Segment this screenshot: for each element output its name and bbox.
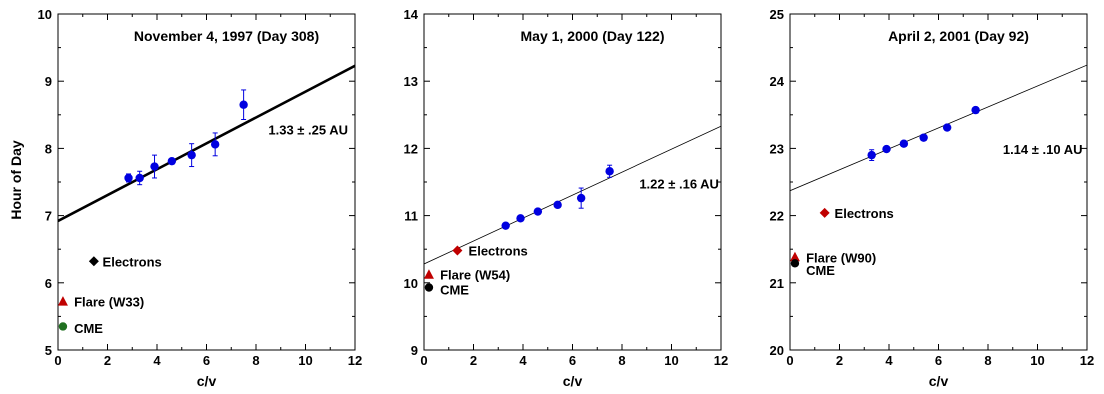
y-tick-label: 9 bbox=[411, 343, 418, 358]
x-tick-label: 8 bbox=[252, 353, 259, 368]
fit-label: 1.22 ± .16 AU bbox=[639, 176, 719, 191]
x-tick-label: 12 bbox=[1080, 353, 1094, 368]
y-tick-label: 10 bbox=[404, 276, 418, 291]
data-point bbox=[971, 105, 980, 115]
data-point bbox=[150, 162, 159, 171]
electrons-marker bbox=[88, 256, 99, 267]
x-tick-label: 4 bbox=[519, 353, 527, 368]
data-point bbox=[187, 150, 196, 160]
x-tick-label: 8 bbox=[984, 353, 991, 368]
x-tick-label: 8 bbox=[618, 353, 625, 368]
marker-label: Flare (W54) bbox=[440, 268, 510, 283]
data-point bbox=[501, 221, 510, 230]
x-tick-label: 6 bbox=[569, 353, 576, 368]
data-point bbox=[167, 156, 177, 166]
x-tick-label: 10 bbox=[664, 353, 678, 368]
data-point bbox=[867, 150, 876, 160]
fit-line bbox=[424, 125, 721, 265]
fit-label: 1.14 ± .10 AU bbox=[1003, 142, 1083, 157]
fit-line bbox=[58, 64, 355, 223]
y-tick-label: 21 bbox=[770, 276, 784, 291]
data-point bbox=[576, 193, 586, 203]
cme-marker bbox=[790, 259, 800, 268]
panel-title: April 2, 2001 (Day 92) bbox=[888, 28, 1029, 44]
flare-marker bbox=[423, 269, 434, 279]
marker-label: Electrons bbox=[469, 244, 528, 259]
fit-line bbox=[790, 64, 1087, 192]
panel-title: November 4, 1997 (Day 308) bbox=[134, 28, 319, 44]
electrons-marker bbox=[819, 207, 830, 218]
y-tick-label: 12 bbox=[404, 141, 418, 156]
y-axis-title: Hour of Day bbox=[8, 140, 24, 220]
data-point bbox=[516, 214, 525, 223]
cme-marker bbox=[424, 283, 434, 292]
y-tick-label: 11 bbox=[404, 209, 418, 224]
x-axis-title: c/v bbox=[563, 373, 583, 389]
x-axis-title: c/v bbox=[197, 373, 217, 389]
x-tick-label: 10 bbox=[1030, 353, 1044, 368]
x-axis-title: c/v bbox=[929, 373, 949, 389]
marker-label: Electrons bbox=[835, 206, 894, 221]
x-tick-label: 12 bbox=[348, 353, 362, 368]
flare-marker bbox=[57, 296, 68, 306]
x-tick-label: 2 bbox=[104, 353, 111, 368]
y-tick-label: 6 bbox=[45, 276, 52, 291]
data-point bbox=[605, 167, 614, 176]
y-tick-label: 9 bbox=[45, 74, 52, 89]
data-point bbox=[533, 207, 543, 216]
x-tick-label: 2 bbox=[470, 353, 477, 368]
x-tick-label: 4 bbox=[885, 353, 893, 368]
marker-label: CME bbox=[74, 321, 103, 336]
x-tick-label: 2 bbox=[836, 353, 843, 368]
panel-title: May 1, 2000 (Day 122) bbox=[521, 28, 665, 44]
y-tick-label: 10 bbox=[38, 7, 52, 22]
y-tick-label: 24 bbox=[770, 74, 785, 89]
electrons-marker bbox=[452, 245, 463, 256]
data-point bbox=[239, 100, 248, 109]
y-tick-label: 22 bbox=[770, 209, 784, 224]
y-tick-label: 7 bbox=[45, 209, 52, 224]
x-tick-label: 4 bbox=[153, 353, 161, 368]
data-point bbox=[919, 133, 928, 142]
x-tick-label: 0 bbox=[786, 353, 793, 368]
marker-label: Flare (W33) bbox=[74, 295, 144, 310]
y-tick-label: 20 bbox=[770, 343, 784, 358]
marker-label: CME bbox=[806, 263, 835, 278]
data-point bbox=[942, 123, 952, 132]
x-tick-label: 10 bbox=[298, 353, 312, 368]
plot-frame bbox=[789, 13, 1088, 351]
x-tick-label: 0 bbox=[420, 353, 427, 368]
x-tick-label: 6 bbox=[935, 353, 942, 368]
data-point bbox=[553, 200, 562, 210]
fit-label: 1.33 ± .25 AU bbox=[268, 123, 348, 138]
x-tick-label: 0 bbox=[54, 353, 61, 368]
y-tick-label: 23 bbox=[770, 141, 784, 156]
marker-label: Electrons bbox=[103, 254, 162, 269]
cme-marker bbox=[58, 322, 68, 331]
flare-marker bbox=[789, 251, 800, 262]
y-tick-label: 13 bbox=[404, 74, 418, 89]
chart-panel-1: 0 2 4 6 8 10 12 5 6 7 8 9 10 November 4, 1997 (Day 30… bbox=[38, 7, 363, 389]
x-tick-label: 6 bbox=[203, 353, 210, 368]
marker-label: CME bbox=[440, 283, 469, 298]
data-point bbox=[882, 144, 891, 154]
data-point bbox=[124, 173, 133, 183]
x-tick-label: 12 bbox=[714, 353, 728, 368]
y-tick-label: 8 bbox=[45, 141, 52, 156]
y-tick-label: 14 bbox=[404, 7, 419, 22]
marker-label: Flare (W90) bbox=[806, 250, 876, 265]
y-tick-label: 5 bbox=[45, 343, 52, 358]
data-point bbox=[899, 139, 909, 148]
data-point bbox=[210, 140, 220, 149]
y-tick-label: 25 bbox=[770, 7, 784, 22]
data-point bbox=[135, 173, 144, 183]
chart-panel-2: 0 2 4 6 8 10 12 9 10 11 12 13 14 May 1, 2000 (Day 122… bbox=[404, 7, 729, 389]
